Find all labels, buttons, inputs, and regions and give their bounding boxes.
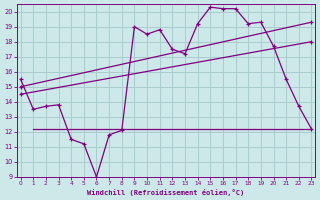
X-axis label: Windchill (Refroidissement éolien,°C): Windchill (Refroidissement éolien,°C) [87, 189, 245, 196]
